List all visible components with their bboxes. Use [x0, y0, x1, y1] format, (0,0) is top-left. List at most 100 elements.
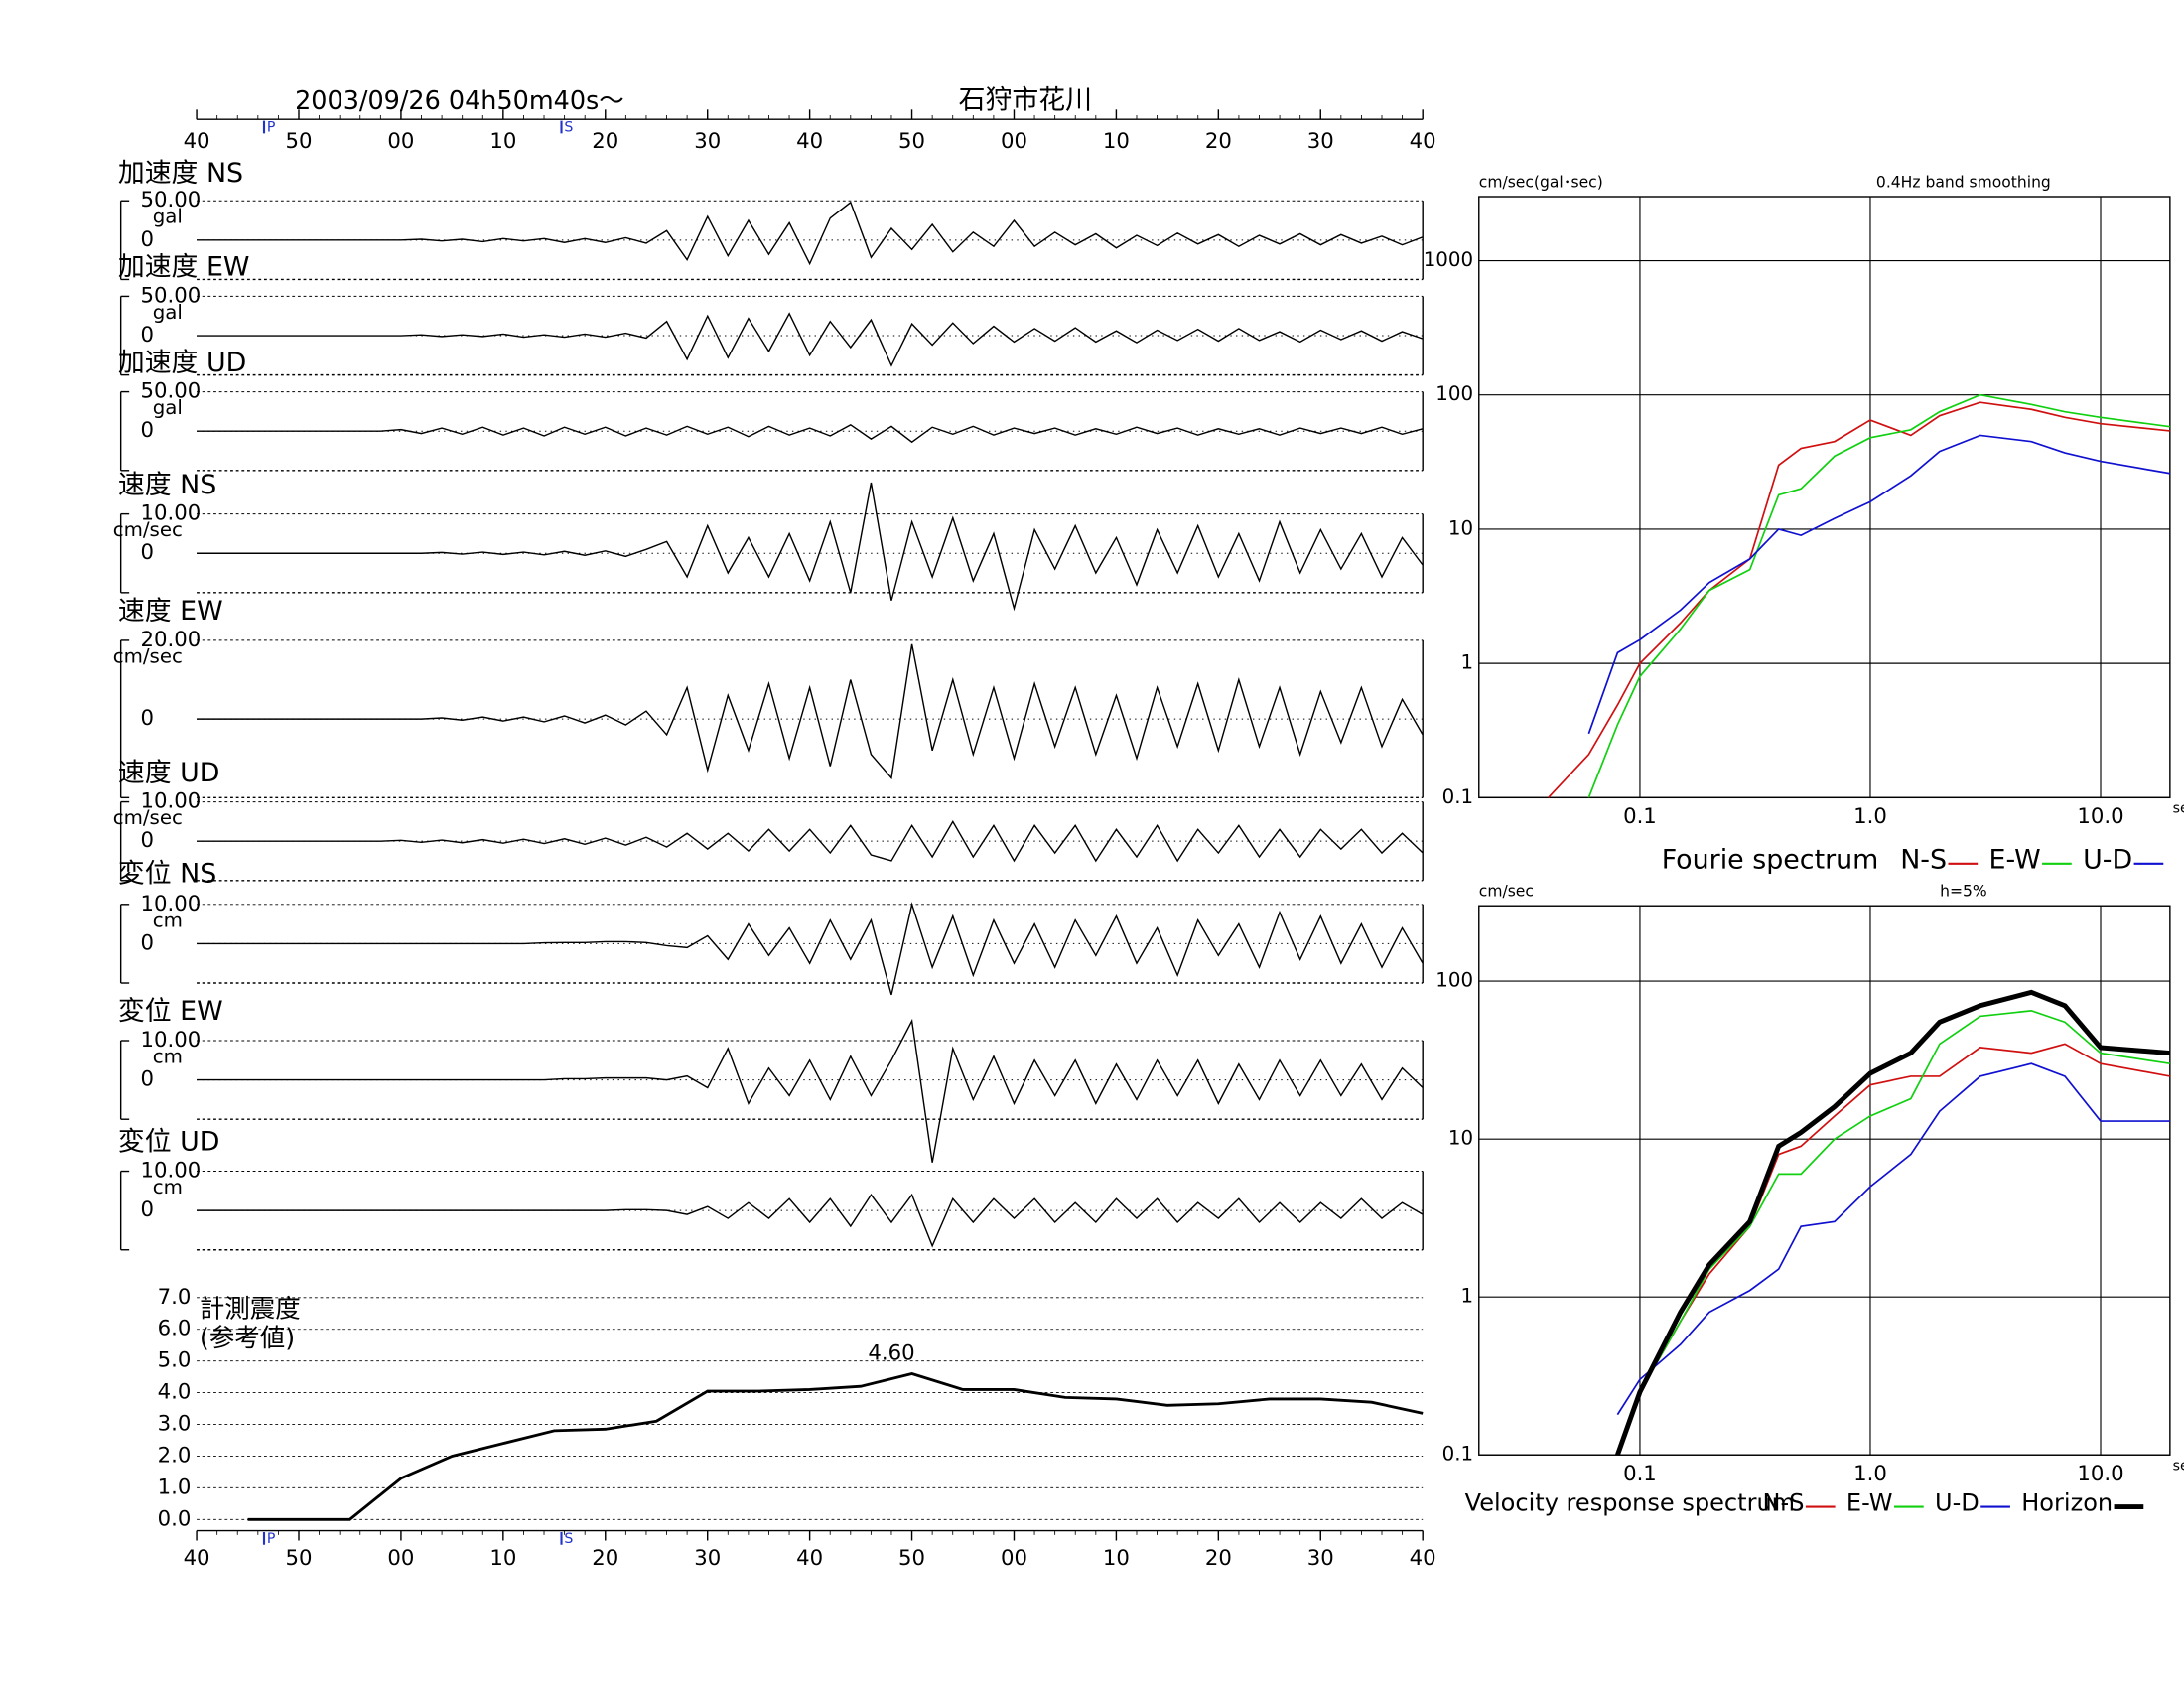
y-tick-label: 3.0: [158, 1412, 192, 1437]
x-tick-label: 20: [592, 129, 618, 154]
x-tick-label: 10: [1103, 129, 1130, 154]
panel-subtitle: (参考値): [200, 1324, 295, 1353]
spectrum-line: [1587, 434, 2170, 735]
trace-title: 加速度 EW: [118, 252, 250, 283]
unit-label: cm: [153, 1045, 183, 1067]
waveform: [197, 423, 1424, 444]
trace-title: 加速度 NS: [118, 158, 243, 189]
y-tick-label: 0: [140, 706, 154, 731]
plot-area: [1478, 196, 2171, 799]
y-tick-label: 4.0: [158, 1380, 192, 1405]
spectrum-line: [1587, 393, 2170, 798]
unit-label: cm: [153, 909, 183, 931]
trace-title: 加速度 UD: [118, 348, 246, 378]
x-tick-label: 40: [796, 129, 823, 154]
peak-label: 4.60: [868, 1341, 914, 1366]
y-tick-label: 10.00: [140, 1028, 201, 1053]
panel-title: 計測震度: [200, 1295, 301, 1325]
unit-label: cm/sec: [113, 518, 183, 541]
legend-title: Velocity response spectrum: [1465, 1489, 1795, 1517]
y-tick-label: 1: [1461, 651, 1474, 674]
y-tick-label: 5.0: [158, 1348, 192, 1373]
y-tick-label: 0.0: [158, 1506, 192, 1531]
y-tick-label: 0: [140, 1197, 154, 1222]
unit-label: cm/sec: [113, 644, 183, 667]
y-tick-label: 100: [1435, 969, 1473, 992]
x-tick-label: 10: [1103, 1546, 1130, 1571]
waveform: [197, 1018, 1424, 1163]
x-tick-label: 20: [1205, 1546, 1232, 1571]
x-tick-label: 1.0: [1853, 804, 1887, 829]
x-tick-label: 10.0: [2077, 804, 2123, 829]
y-tick-label: 6.0: [158, 1317, 192, 1341]
phase-label: P: [267, 1531, 276, 1547]
trace-title: 速度 NS: [118, 470, 216, 500]
y-tick-label: 100: [1435, 382, 1473, 405]
trace-title: 変位 NS: [118, 859, 216, 890]
waveform: [197, 482, 1424, 612]
plot-area: [1478, 905, 2171, 1456]
y-tick-label: 50.00: [140, 379, 201, 404]
x-tick-label: 30: [1307, 129, 1334, 154]
phase-label: S: [564, 120, 573, 136]
unit-label: gal: [153, 206, 183, 228]
y-tick-label: 0: [140, 1067, 154, 1092]
y-axis-label: cm/sec: [1479, 883, 1534, 901]
x-tick-label: 50: [286, 129, 313, 154]
y-tick-label: 1.0: [158, 1475, 192, 1499]
trace-title: 変位 EW: [118, 996, 223, 1027]
legend-label: Horizon: [2021, 1489, 2113, 1517]
x-tick-label: 30: [694, 129, 721, 154]
x-tick-label: 30: [1307, 1546, 1334, 1571]
y-tick-label: 10.00: [140, 1159, 201, 1184]
y-tick-label: 0.1: [1442, 1443, 1473, 1466]
y-tick-label: 0: [140, 418, 154, 443]
x-tick-label: 10: [489, 129, 516, 154]
unit-label: gal: [153, 396, 183, 419]
waveform: [197, 1193, 1424, 1248]
x-tick-label: 10: [489, 1546, 516, 1571]
spectrum-line: [1615, 989, 2171, 1457]
waveform: [197, 643, 1424, 780]
legend-label: N-S: [1900, 844, 1947, 875]
y-tick-label: 0: [140, 828, 154, 853]
x-tick-label: 10.0: [2077, 1462, 2123, 1486]
phase-label: S: [564, 1531, 573, 1547]
y-tick-label: 20.00: [140, 628, 201, 652]
waveform: [197, 902, 1424, 996]
x-tick-label: 00: [1001, 129, 1027, 154]
spectrum-line: [1548, 401, 2170, 798]
y-axis-label: cm/sec(gal･sec): [1479, 173, 1603, 191]
x-tick-label: 1.0: [1853, 1462, 1887, 1486]
x-axis-label: sec: [2173, 1459, 2184, 1475]
y-tick-label: 10.00: [140, 892, 201, 916]
x-tick-label: 20: [1205, 129, 1232, 154]
unit-label: gal: [153, 301, 183, 324]
unit-label: cm/sec: [113, 806, 183, 829]
y-tick-label: 1000: [1424, 248, 1473, 271]
y-tick-label: 50.00: [140, 188, 201, 212]
y-tick-label: 10: [1448, 516, 1473, 539]
x-tick-label: 40: [1410, 1546, 1436, 1571]
x-tick-label: 30: [694, 1546, 721, 1571]
station-name: 石狩市花川: [959, 84, 1092, 115]
waveform: [197, 819, 1424, 863]
unit-label: cm: [153, 1176, 183, 1198]
y-tick-label: 0: [140, 540, 154, 565]
x-tick-label: 40: [184, 1546, 210, 1571]
x-axis-label: sec: [2173, 801, 2184, 817]
y-tick-label: 0.1: [1442, 785, 1473, 808]
phase-label: P: [267, 120, 276, 136]
y-tick-label: 0: [140, 323, 154, 348]
intensity-line: [247, 1372, 1424, 1521]
y-tick-label: 7.0: [158, 1285, 192, 1310]
y-tick-label: 2.0: [158, 1443, 192, 1468]
waveform: [197, 312, 1424, 367]
legend-label: U-D: [2083, 844, 2132, 875]
spectrum-line: [1639, 1043, 2171, 1393]
x-tick-label: 40: [1410, 129, 1436, 154]
x-tick-label: 20: [592, 1546, 618, 1571]
legend-label: U-D: [1935, 1489, 1979, 1517]
